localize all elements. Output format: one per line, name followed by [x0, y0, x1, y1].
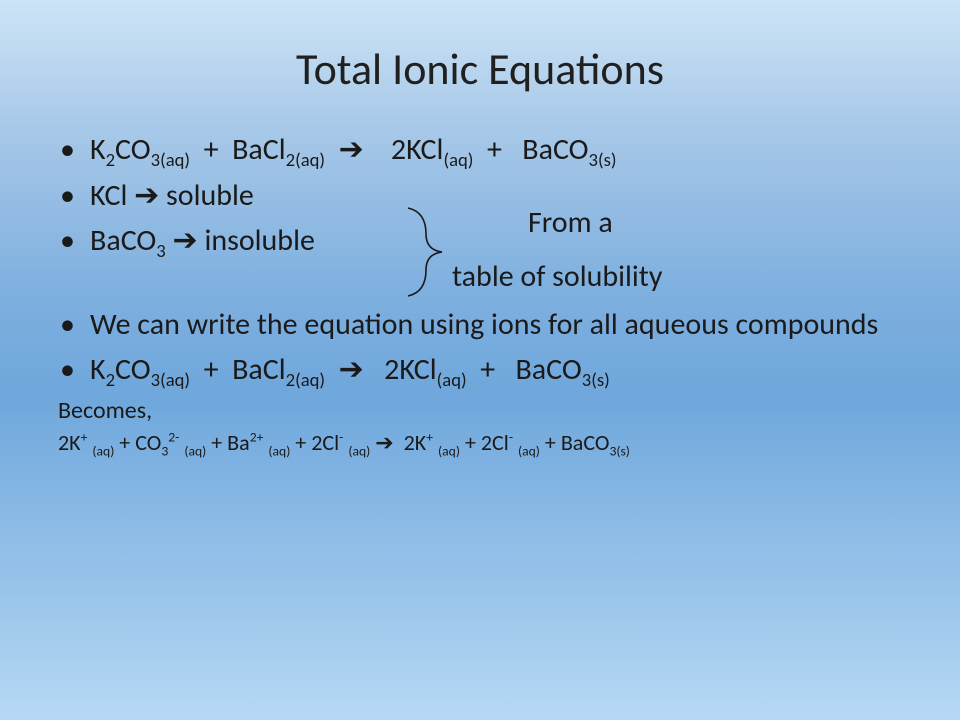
- slide-title: Total Ionic Equations: [44, 42, 916, 96]
- annotation-table: table of solubility: [452, 258, 662, 295]
- bullet-list-2: We can write the equation using ions for…: [44, 305, 916, 390]
- bullet-2: KCl ➔ soluble: [60, 176, 916, 216]
- annotation-from: From a: [528, 204, 613, 241]
- bullet-3: BaCO3 ➔ insoluble: [60, 221, 916, 261]
- ionic-equation: 2K+ (aq) + CO32- (aq) + Ba2+ (aq) + 2Cl-…: [58, 429, 916, 456]
- becomes-label: Becomes,: [58, 396, 916, 425]
- bullet-list: K2CO3(aq) + BaCl2(aq) ➔ 2KCl(aq) + BaCO3…: [44, 130, 916, 261]
- bullet-1: K2CO3(aq) + BaCl2(aq) ➔ 2KCl(aq) + BaCO3…: [60, 130, 916, 170]
- bullet-5: K2CO3(aq) + BaCl2(aq) ➔ 2KCl(aq) + BaCO3…: [60, 350, 916, 390]
- bullet-4: We can write the equation using ions for…: [60, 305, 916, 345]
- slide: Total Ionic Equations K2CO3(aq) + BaCl2(…: [0, 0, 960, 720]
